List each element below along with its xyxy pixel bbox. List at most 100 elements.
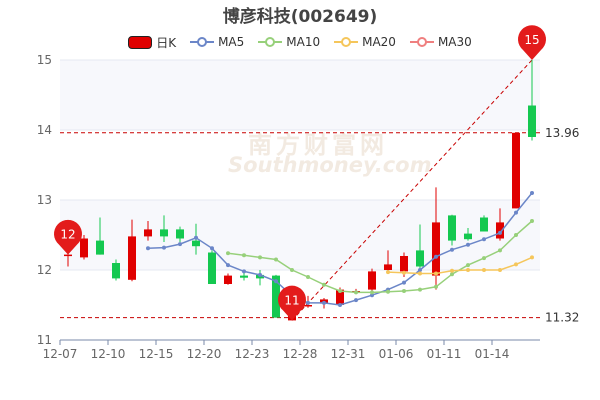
candle-body (176, 229, 184, 239)
ma-point (434, 254, 438, 259)
pin-label: 12 (60, 228, 75, 242)
ma-point (162, 245, 166, 250)
candle-body (192, 240, 200, 247)
line-legend-icon (190, 37, 215, 47)
ma-point (370, 290, 374, 295)
ma-point (450, 272, 454, 277)
y-tick-label: 15 (37, 53, 52, 67)
candle-body (432, 222, 440, 276)
ma-point (418, 268, 422, 272)
price-pin-marker (518, 25, 547, 60)
ma-point (498, 248, 502, 253)
ma-point (210, 246, 214, 251)
line-legend-icon (334, 37, 359, 47)
x-tick-label: 01-11 (427, 347, 462, 361)
ma-line-ma10 (227, 220, 533, 294)
ma-point (498, 268, 502, 272)
ma-point (402, 280, 406, 285)
ma-point (530, 191, 534, 195)
watermark-logo: 南方财富网 Southmoney.com (200, 125, 432, 185)
candle-body (64, 254, 72, 257)
ma-point (450, 268, 454, 273)
candle-body (224, 275, 232, 284)
candle-body (160, 229, 168, 237)
x-tick-label: 01-14 (475, 347, 510, 361)
candle-body (528, 105, 536, 137)
y-tick-label: 12 (37, 263, 52, 277)
candle-body (128, 236, 136, 280)
ma-point (514, 262, 518, 267)
ma-point (242, 253, 246, 258)
legend-item-ma5[interactable]: MA5 (190, 35, 244, 49)
ma-point (354, 290, 358, 295)
ma-point (482, 268, 486, 272)
legend-item-ma10[interactable]: MA10 (258, 35, 320, 49)
ref-line-label: 13.96 (545, 126, 579, 140)
x-tick-label: 12-28 (283, 347, 318, 361)
legend-item-ma30[interactable]: MA30 (409, 35, 472, 49)
legend-label: MA30 (437, 35, 472, 49)
candle-body (512, 132, 520, 209)
ma-point (386, 289, 390, 294)
candle-legend-icon (128, 35, 153, 49)
ma-point (306, 275, 310, 279)
x-tick-label: 01-06 (379, 347, 414, 361)
candle-body (464, 233, 472, 240)
ma-point (258, 272, 262, 277)
ma-point (242, 269, 246, 274)
ma-point (146, 246, 150, 251)
ma-point (530, 255, 534, 260)
ma-point (450, 247, 454, 252)
ma-point (290, 268, 294, 272)
ma-point (354, 298, 358, 303)
pin-label: 15 (524, 33, 539, 47)
ma-point (274, 257, 278, 262)
ma-point (498, 230, 502, 235)
ma-point (514, 210, 518, 215)
legend-label: MA20 (362, 35, 396, 49)
ma-point (338, 303, 342, 307)
y-tick-label: 13 (37, 193, 52, 207)
ma-point (322, 282, 326, 287)
ma-point (402, 270, 406, 275)
ma-point (194, 235, 198, 240)
legend-label: MA10 (286, 35, 321, 49)
candle-body (400, 256, 408, 272)
line-legend-icon (409, 37, 434, 47)
legend-label: MA5 (218, 35, 245, 49)
chart-title: 博彦科技(002649) (222, 7, 378, 27)
ma-point (370, 293, 374, 298)
ma-point (274, 279, 278, 284)
ma-line-ma20 (387, 256, 533, 275)
ref-line-label: 11.32 (545, 311, 579, 325)
pin-label: 11 (284, 293, 299, 307)
ma-point (466, 263, 470, 268)
x-tick-label: 12-15 (139, 347, 174, 361)
ma-point (338, 289, 342, 293)
legend-item-日k[interactable]: 日K (128, 34, 176, 51)
candle-body (368, 271, 376, 290)
ma-point (178, 242, 182, 247)
ma-point (226, 263, 230, 268)
ma-point (482, 256, 486, 261)
candle-body (480, 217, 488, 232)
ma-point (418, 271, 422, 276)
candle-body (112, 263, 120, 279)
y-tick-label: 11 (37, 333, 52, 347)
ma-point (322, 300, 326, 305)
grid-band (60, 60, 540, 130)
candle-body (448, 215, 456, 241)
price-pin-marker (54, 219, 82, 255)
candle-body (240, 275, 248, 278)
candle-body (96, 240, 104, 255)
ma-point (258, 255, 262, 260)
candle-body (208, 252, 216, 284)
ma-point (434, 284, 438, 289)
legend-item-ma20[interactable]: MA20 (334, 35, 396, 49)
trend-line (291, 59, 533, 321)
ma-point (418, 287, 422, 292)
grid-band (60, 200, 540, 270)
ma-point (466, 268, 470, 272)
ma-point (466, 242, 470, 247)
